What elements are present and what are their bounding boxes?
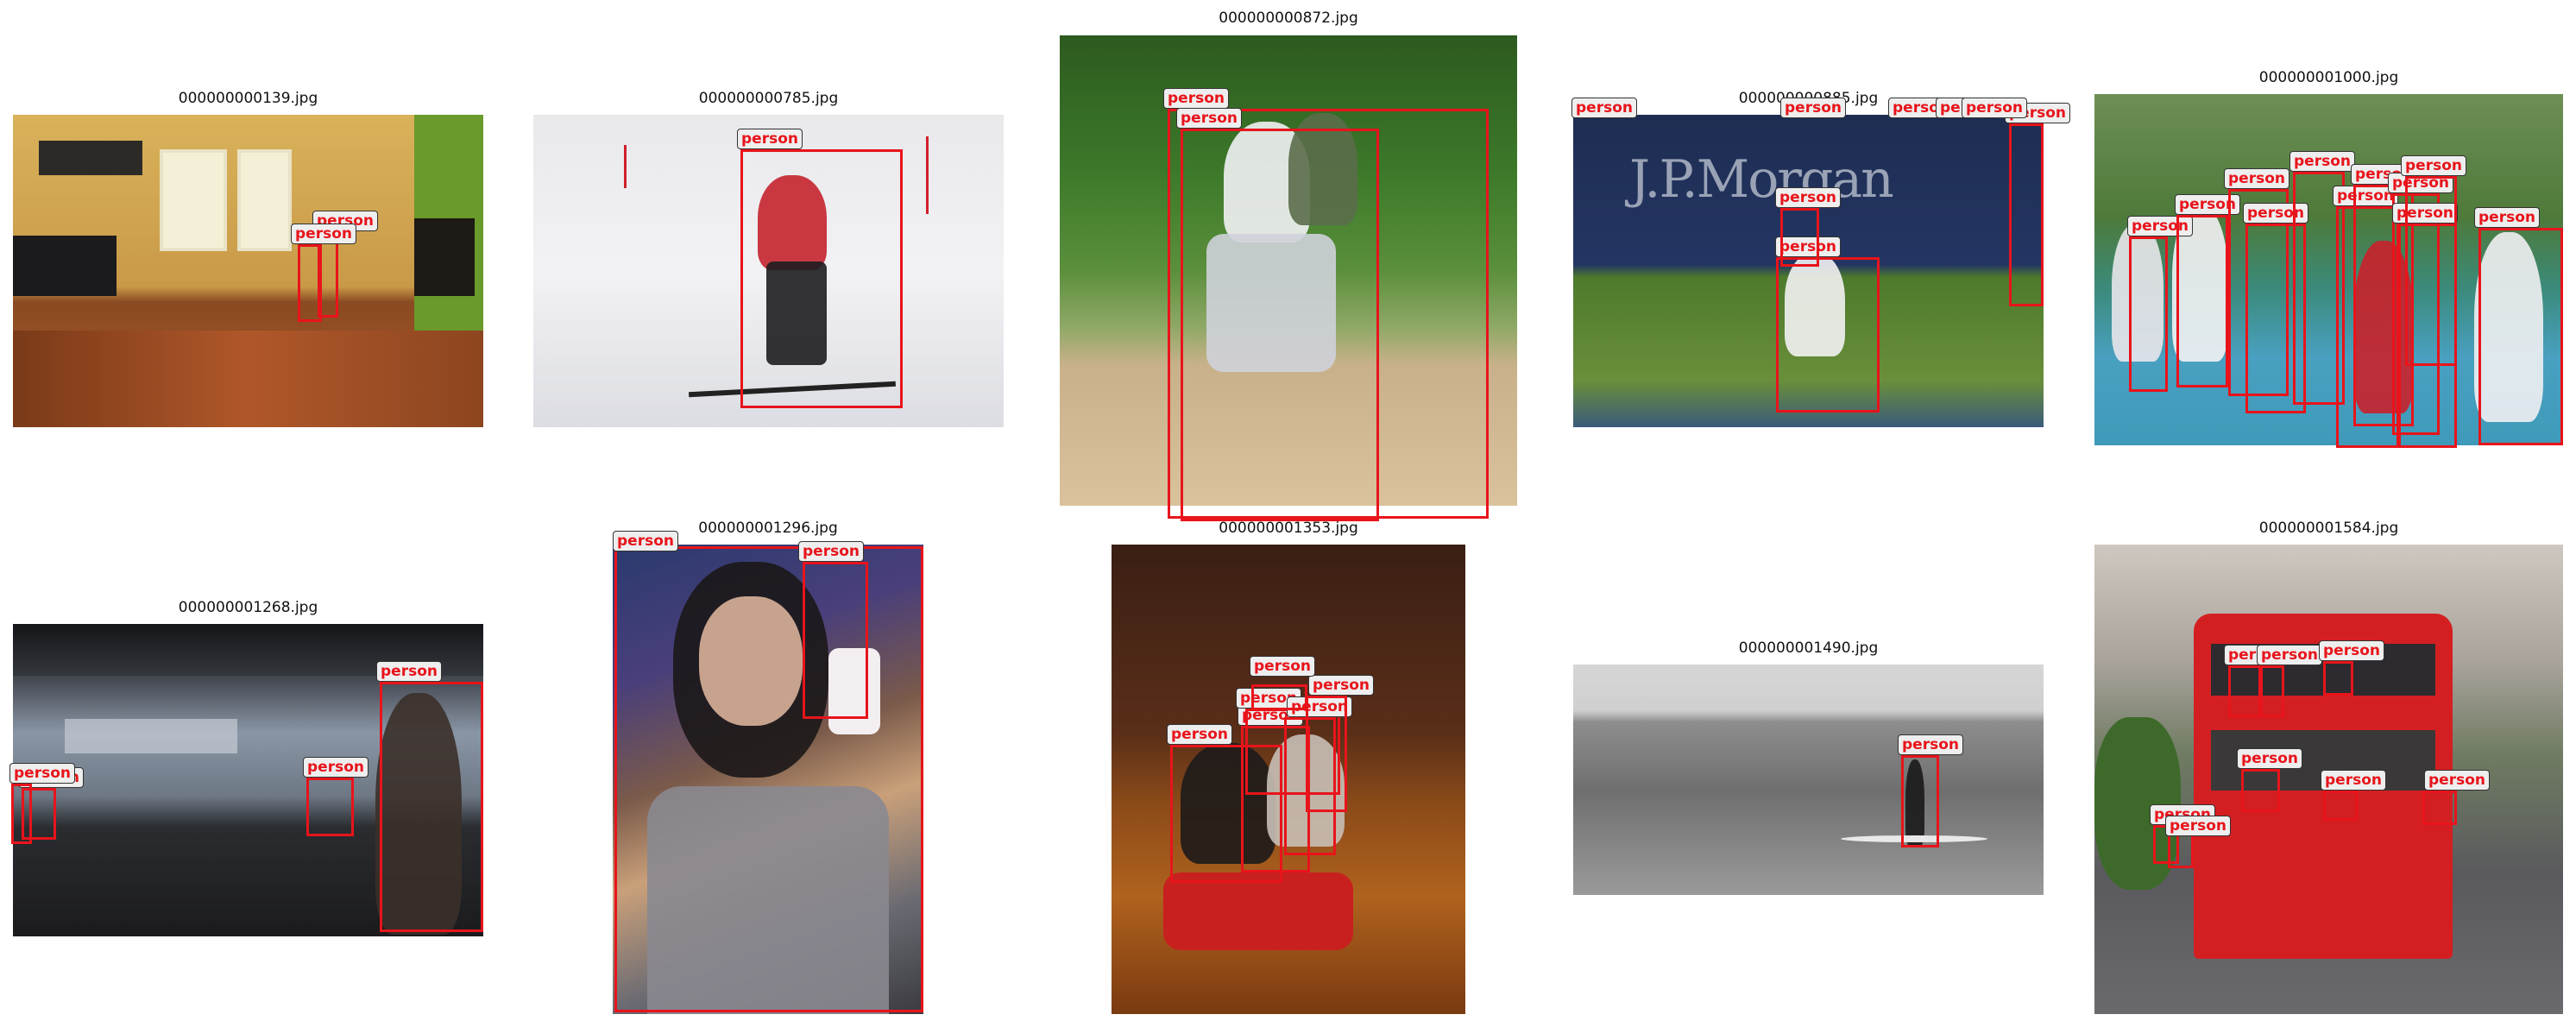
person-box xyxy=(1780,208,1819,267)
person-box xyxy=(2009,123,2044,306)
person-box xyxy=(2129,236,2168,392)
person-tag: person xyxy=(2257,645,2322,665)
photo-skier: person xyxy=(533,115,1004,427)
person-box xyxy=(2228,189,2289,396)
person-box xyxy=(1306,696,1347,812)
person-tag: person xyxy=(291,224,356,244)
panel-1490: 000000001490.jpg person xyxy=(1573,636,2044,895)
person-box xyxy=(298,244,322,322)
person-box xyxy=(2293,172,2345,405)
photo-paddleboard: person xyxy=(1573,665,2044,895)
photo-phone-woman: person person xyxy=(613,531,923,1014)
person-tag: person xyxy=(1775,187,1841,208)
photo-bridge-river: person person person person xyxy=(9,624,483,936)
person-box xyxy=(1168,109,1489,519)
image-filename: 000000000872.jpg xyxy=(1219,9,1358,27)
photo-double-decker-bus: person person person person person perso… xyxy=(2094,545,2563,1014)
person-tag: person xyxy=(2243,203,2308,224)
person-tag: person xyxy=(1775,236,1841,257)
person-box xyxy=(2245,224,2306,413)
person-tag: person xyxy=(1898,734,1963,755)
panel-885: 000000000885.jpg J.P.Morgan person perso… xyxy=(1571,86,2070,427)
panel-1268: 000000001268.jpg person person person pe… xyxy=(9,595,483,936)
person-tag: person xyxy=(303,757,368,778)
person-tag: person xyxy=(2319,640,2384,661)
person-tag: person xyxy=(2424,770,2490,791)
person-box xyxy=(1181,129,1379,521)
image-filename: 000000001296.jpg xyxy=(698,520,838,537)
person-box xyxy=(2176,215,2228,387)
person-box xyxy=(2353,185,2414,426)
person-tag: person xyxy=(2289,151,2355,172)
person-tag: person xyxy=(1167,724,1232,745)
photo-living-room: person person xyxy=(13,115,483,427)
person-box xyxy=(22,788,56,840)
person-tag: person xyxy=(1962,98,2027,118)
person-tag: person xyxy=(1287,696,1352,717)
person-box xyxy=(614,546,923,1012)
panel-1000: 000000001000.jpg person person person pe… xyxy=(2094,66,2563,448)
person-box xyxy=(1241,726,1310,873)
person-box xyxy=(740,149,903,408)
image-filename: 000000001584.jpg xyxy=(2258,520,2399,537)
photo-kiddie-ride: person person person person person perso… xyxy=(1112,545,1465,1014)
person-tag: person xyxy=(2165,816,2231,836)
person-box xyxy=(2422,791,2457,825)
panel-139: 000000000139.jpg person person xyxy=(13,86,483,427)
person-box xyxy=(2323,791,2358,821)
photo-tennis: J.P.Morgan person person person person p… xyxy=(1571,98,2070,427)
person-box xyxy=(2228,665,2263,717)
person-tag: person xyxy=(2321,770,2386,791)
image-filename: 000000001490.jpg xyxy=(1738,640,1879,657)
person-tag: person xyxy=(9,763,75,784)
panel-1353: 000000001353.jpg person person person pe… xyxy=(1112,518,1465,1014)
person-tag: person xyxy=(1163,88,1229,109)
person-tag: person xyxy=(737,129,803,149)
person-box xyxy=(2323,661,2353,696)
person-tag: person xyxy=(613,531,678,551)
person-tag: person xyxy=(798,541,864,562)
image-filename: 000000001353.jpg xyxy=(1219,520,1358,537)
panel-872: 000000000872.jpg person person xyxy=(1060,8,1517,521)
person-tag: person xyxy=(1308,675,1374,696)
person-tag: person xyxy=(2392,203,2458,224)
person-box xyxy=(2405,176,2457,366)
person-box xyxy=(1251,684,1307,710)
panel-1584: 000000001584.jpg person person person pe… xyxy=(2094,518,2563,1014)
person-box xyxy=(2168,834,2194,868)
image-filename: 000000000785.jpg xyxy=(698,90,839,107)
person-box xyxy=(2478,228,2563,445)
person-box xyxy=(2336,206,2401,448)
person-tag: person xyxy=(1176,108,1242,129)
image-filename: 000000001268.jpg xyxy=(178,599,318,616)
person-box xyxy=(1776,257,1880,413)
person-box xyxy=(803,562,868,719)
photo-group-kids: person person person person person perso… xyxy=(2094,94,2563,448)
person-tag: person xyxy=(376,661,442,682)
image-filename: 000000001000.jpg xyxy=(2258,69,2399,86)
person-tag: person xyxy=(2474,207,2540,228)
panel-1296: 000000001296.jpg person person xyxy=(604,518,932,1014)
person-box xyxy=(380,682,483,932)
person-box xyxy=(11,784,32,844)
photo-baseball: person person xyxy=(1060,35,1517,521)
person-box xyxy=(1170,745,1282,883)
person-box xyxy=(2392,193,2440,435)
person-tag: person xyxy=(1250,656,1315,677)
person-tag: person xyxy=(1571,98,1637,118)
person-tag: person xyxy=(1780,98,1846,118)
person-box xyxy=(1901,755,1939,847)
person-box xyxy=(1284,717,1336,855)
person-box xyxy=(2241,769,2280,812)
image-filename: 000000000139.jpg xyxy=(178,90,318,107)
person-tag: person xyxy=(2127,216,2193,236)
person-tag: person xyxy=(2224,168,2289,189)
person-box xyxy=(2258,665,2284,717)
person-tag: person xyxy=(2237,748,2302,769)
person-tag: person xyxy=(2333,186,2398,206)
person-tag: person xyxy=(2401,155,2466,176)
person-box xyxy=(306,778,354,836)
panel-785: 000000000785.jpg person xyxy=(533,86,1004,427)
